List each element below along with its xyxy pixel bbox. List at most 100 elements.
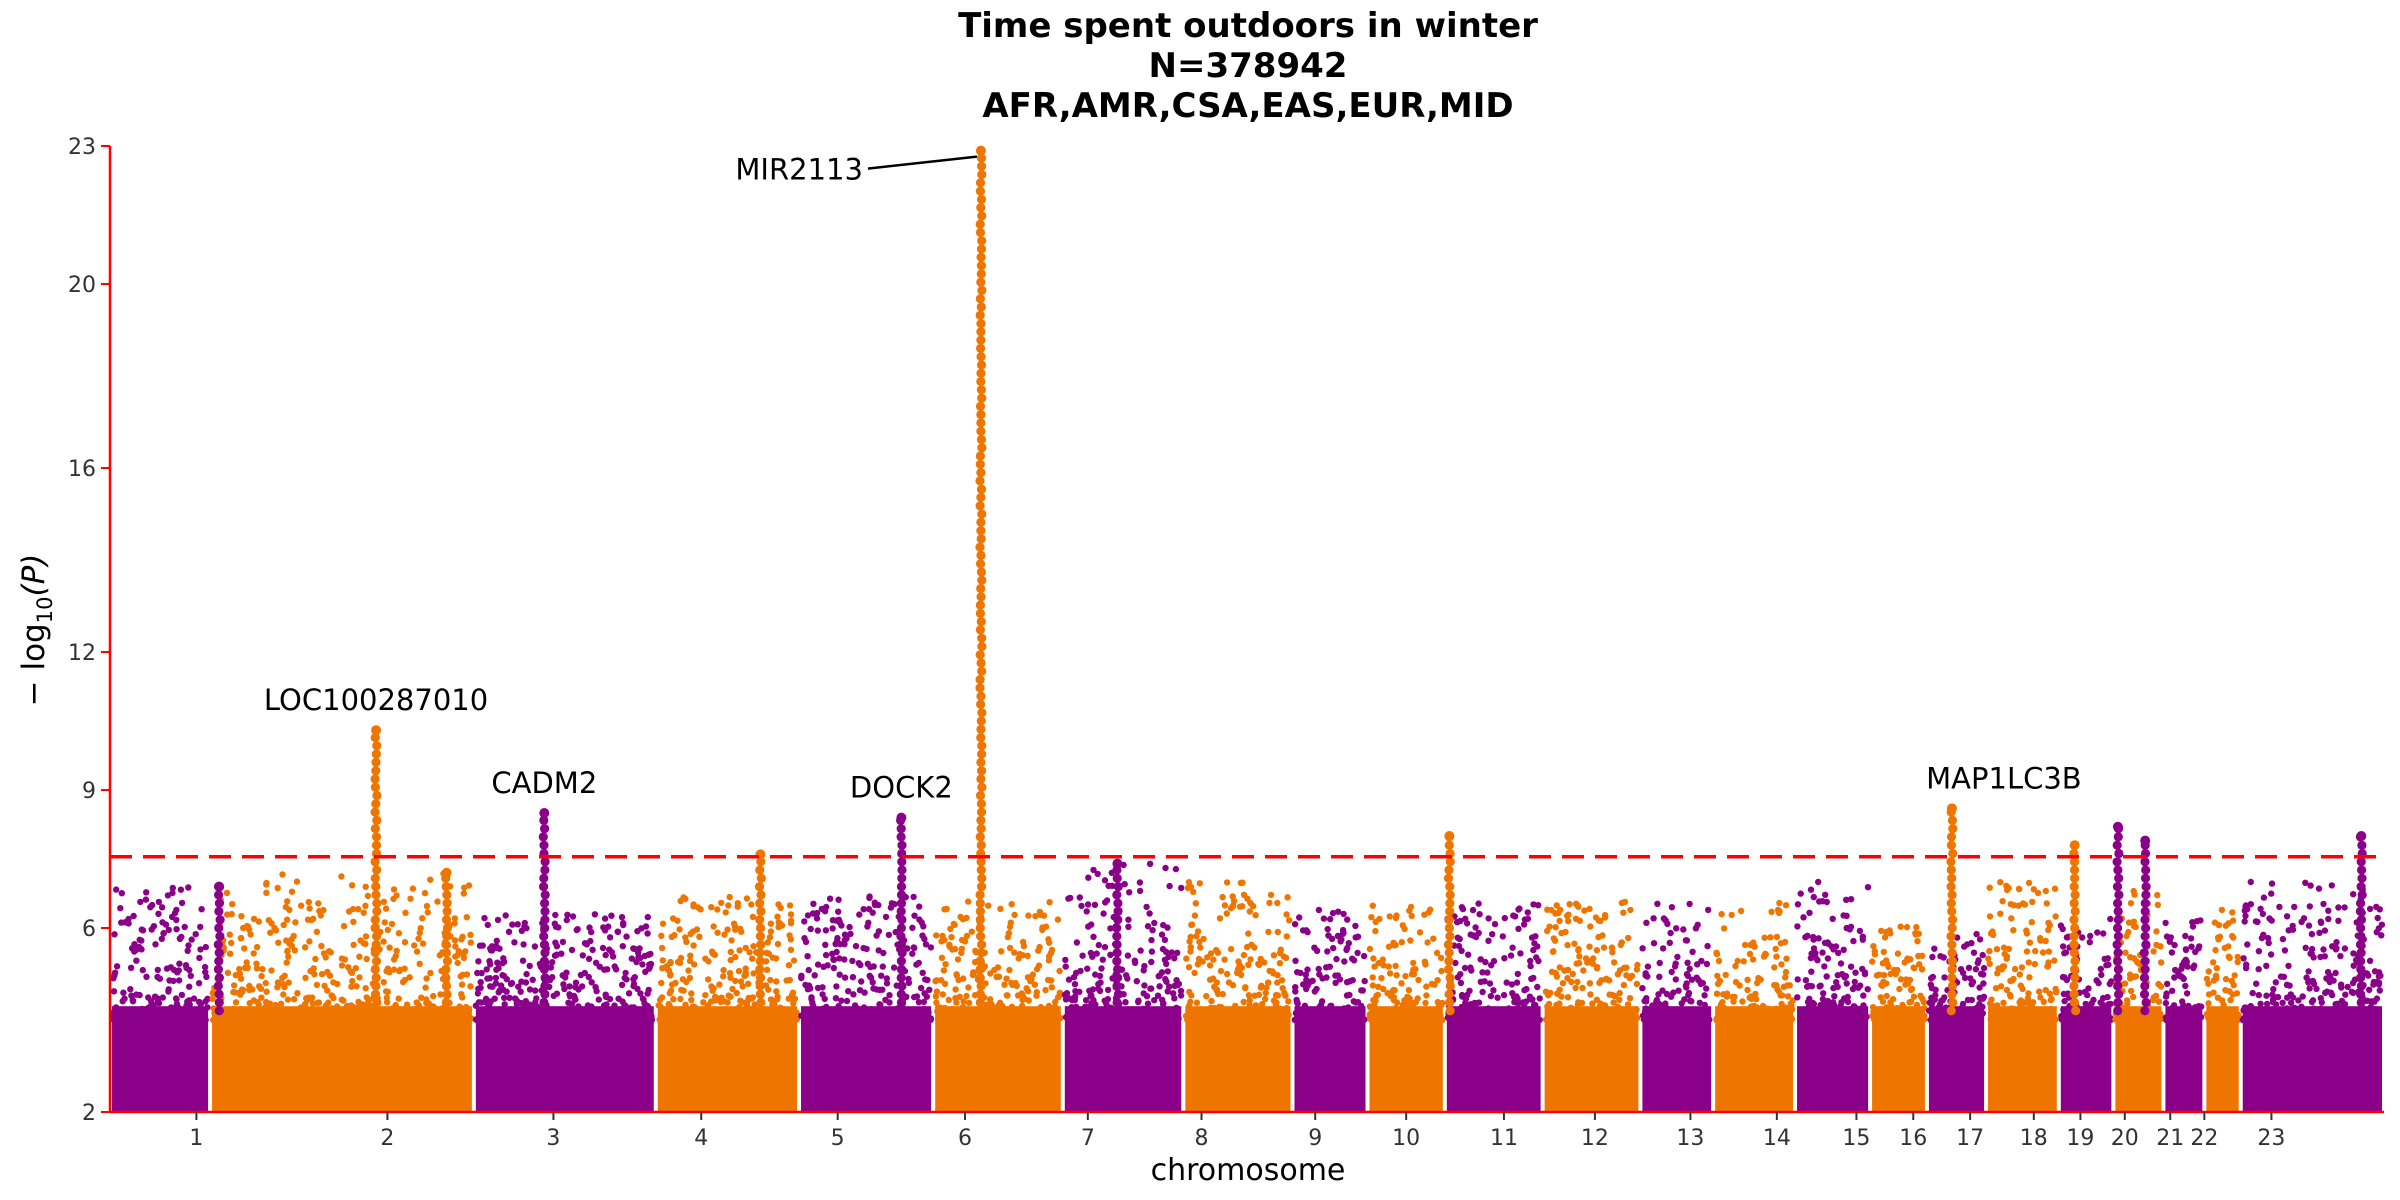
snp-point [2247,901,2254,908]
snp-point [2268,917,2275,924]
snp-point [1346,1016,1354,1023]
snp-point [1740,958,1747,965]
snp-point [214,923,224,933]
snp-point [1633,966,1641,973]
snp-point [1517,950,1524,957]
snp-point [783,1016,790,1024]
snp-point [136,991,143,999]
snp-point [172,1016,179,1023]
snp-point [488,943,496,950]
snp-point [423,975,430,982]
snp-point [742,965,749,972]
snp-point [2256,1011,2263,1018]
snp-point [1992,985,2000,992]
snp-point [1047,950,1054,957]
snp-point [1334,908,1342,915]
snp-point [185,884,192,891]
snp-point [1918,965,1926,973]
snp-point [619,998,626,1005]
snp-point [1575,946,1582,953]
snp-point [367,1016,374,1024]
snp-point [941,906,948,913]
chromosome-23-points [2239,878,2386,1112]
snp-point [595,996,602,1003]
snp-point [325,1010,332,1018]
snp-point [1187,883,1195,891]
snp-point [1687,1015,1694,1022]
snp-point [659,920,667,927]
snp-point [947,925,954,933]
snp-point [606,946,613,953]
snp-point [742,944,749,952]
snp-point [1360,952,1368,960]
snp-point [454,1015,461,1022]
snp-point [1245,930,1252,937]
snp-point [286,906,293,913]
snp-point [1530,974,1537,982]
snp-point [416,1009,424,1016]
chromosome-15-dense-band [1797,1006,1869,1112]
snp-point [774,940,782,948]
snp-point [1404,993,1411,1001]
snp-point [1968,939,1975,947]
snp-point [1175,980,1183,988]
snp-point [495,965,502,972]
snp-point [1398,939,1406,946]
snp-point [2289,926,2297,933]
snp-point [318,942,325,950]
snp-point [1883,1016,1891,1024]
chromosome-4-points [655,893,801,1112]
snp-point [755,948,765,958]
snp-point [644,913,651,921]
chromosome-9-dense-band [1294,1006,1366,1112]
snp-point [111,969,119,976]
snp-point [2371,998,2378,1005]
snp-point [859,1016,867,1023]
snp-point [1697,979,1705,986]
chromosome-4-dense-band [657,1006,798,1112]
snp-point [688,996,695,1004]
snp-point [1941,994,1948,1001]
chromosome-18-points [1985,879,2060,1112]
snp-point [195,980,203,987]
snp-point [1997,879,2004,886]
snp-point [667,987,675,994]
snp-point [800,1011,808,1018]
snp-point [1670,989,1677,996]
snp-point [608,1016,616,1023]
snp-point [732,977,739,985]
snp-point [1227,945,1235,953]
snp-point [244,1016,251,1023]
snp-point [913,961,920,968]
snp-point [522,998,529,1005]
snp-point [2348,988,2355,995]
snp-point [1667,929,1674,937]
snp-point [2026,974,2033,981]
snp-point [253,943,261,951]
snp-point [1980,980,1987,987]
snp-point [2229,1016,2236,1024]
snp-point [2001,950,2008,958]
snp-point [1283,1004,1290,1012]
snp-point [639,961,646,968]
snp-point [602,991,609,998]
snp-point [1151,997,1158,1004]
snp-point [1100,910,1107,917]
snp-point [1829,999,1837,1006]
snp-point [1947,1015,1954,1023]
snp-point [767,976,774,984]
snp-point [175,967,182,974]
snp-point [1219,893,1226,901]
snp-point [1103,897,1111,904]
snp-point [268,920,275,927]
snp-point [2316,929,2323,936]
snp-point [2133,958,2141,965]
snp-point [372,790,382,801]
snp-point [2029,898,2036,906]
snp-point [1162,975,1169,983]
snp-point [829,1011,836,1019]
snp-point [2026,939,2034,946]
snp-point [2324,968,2332,976]
snp-point [1683,971,1691,978]
snp-point [1509,944,1516,951]
